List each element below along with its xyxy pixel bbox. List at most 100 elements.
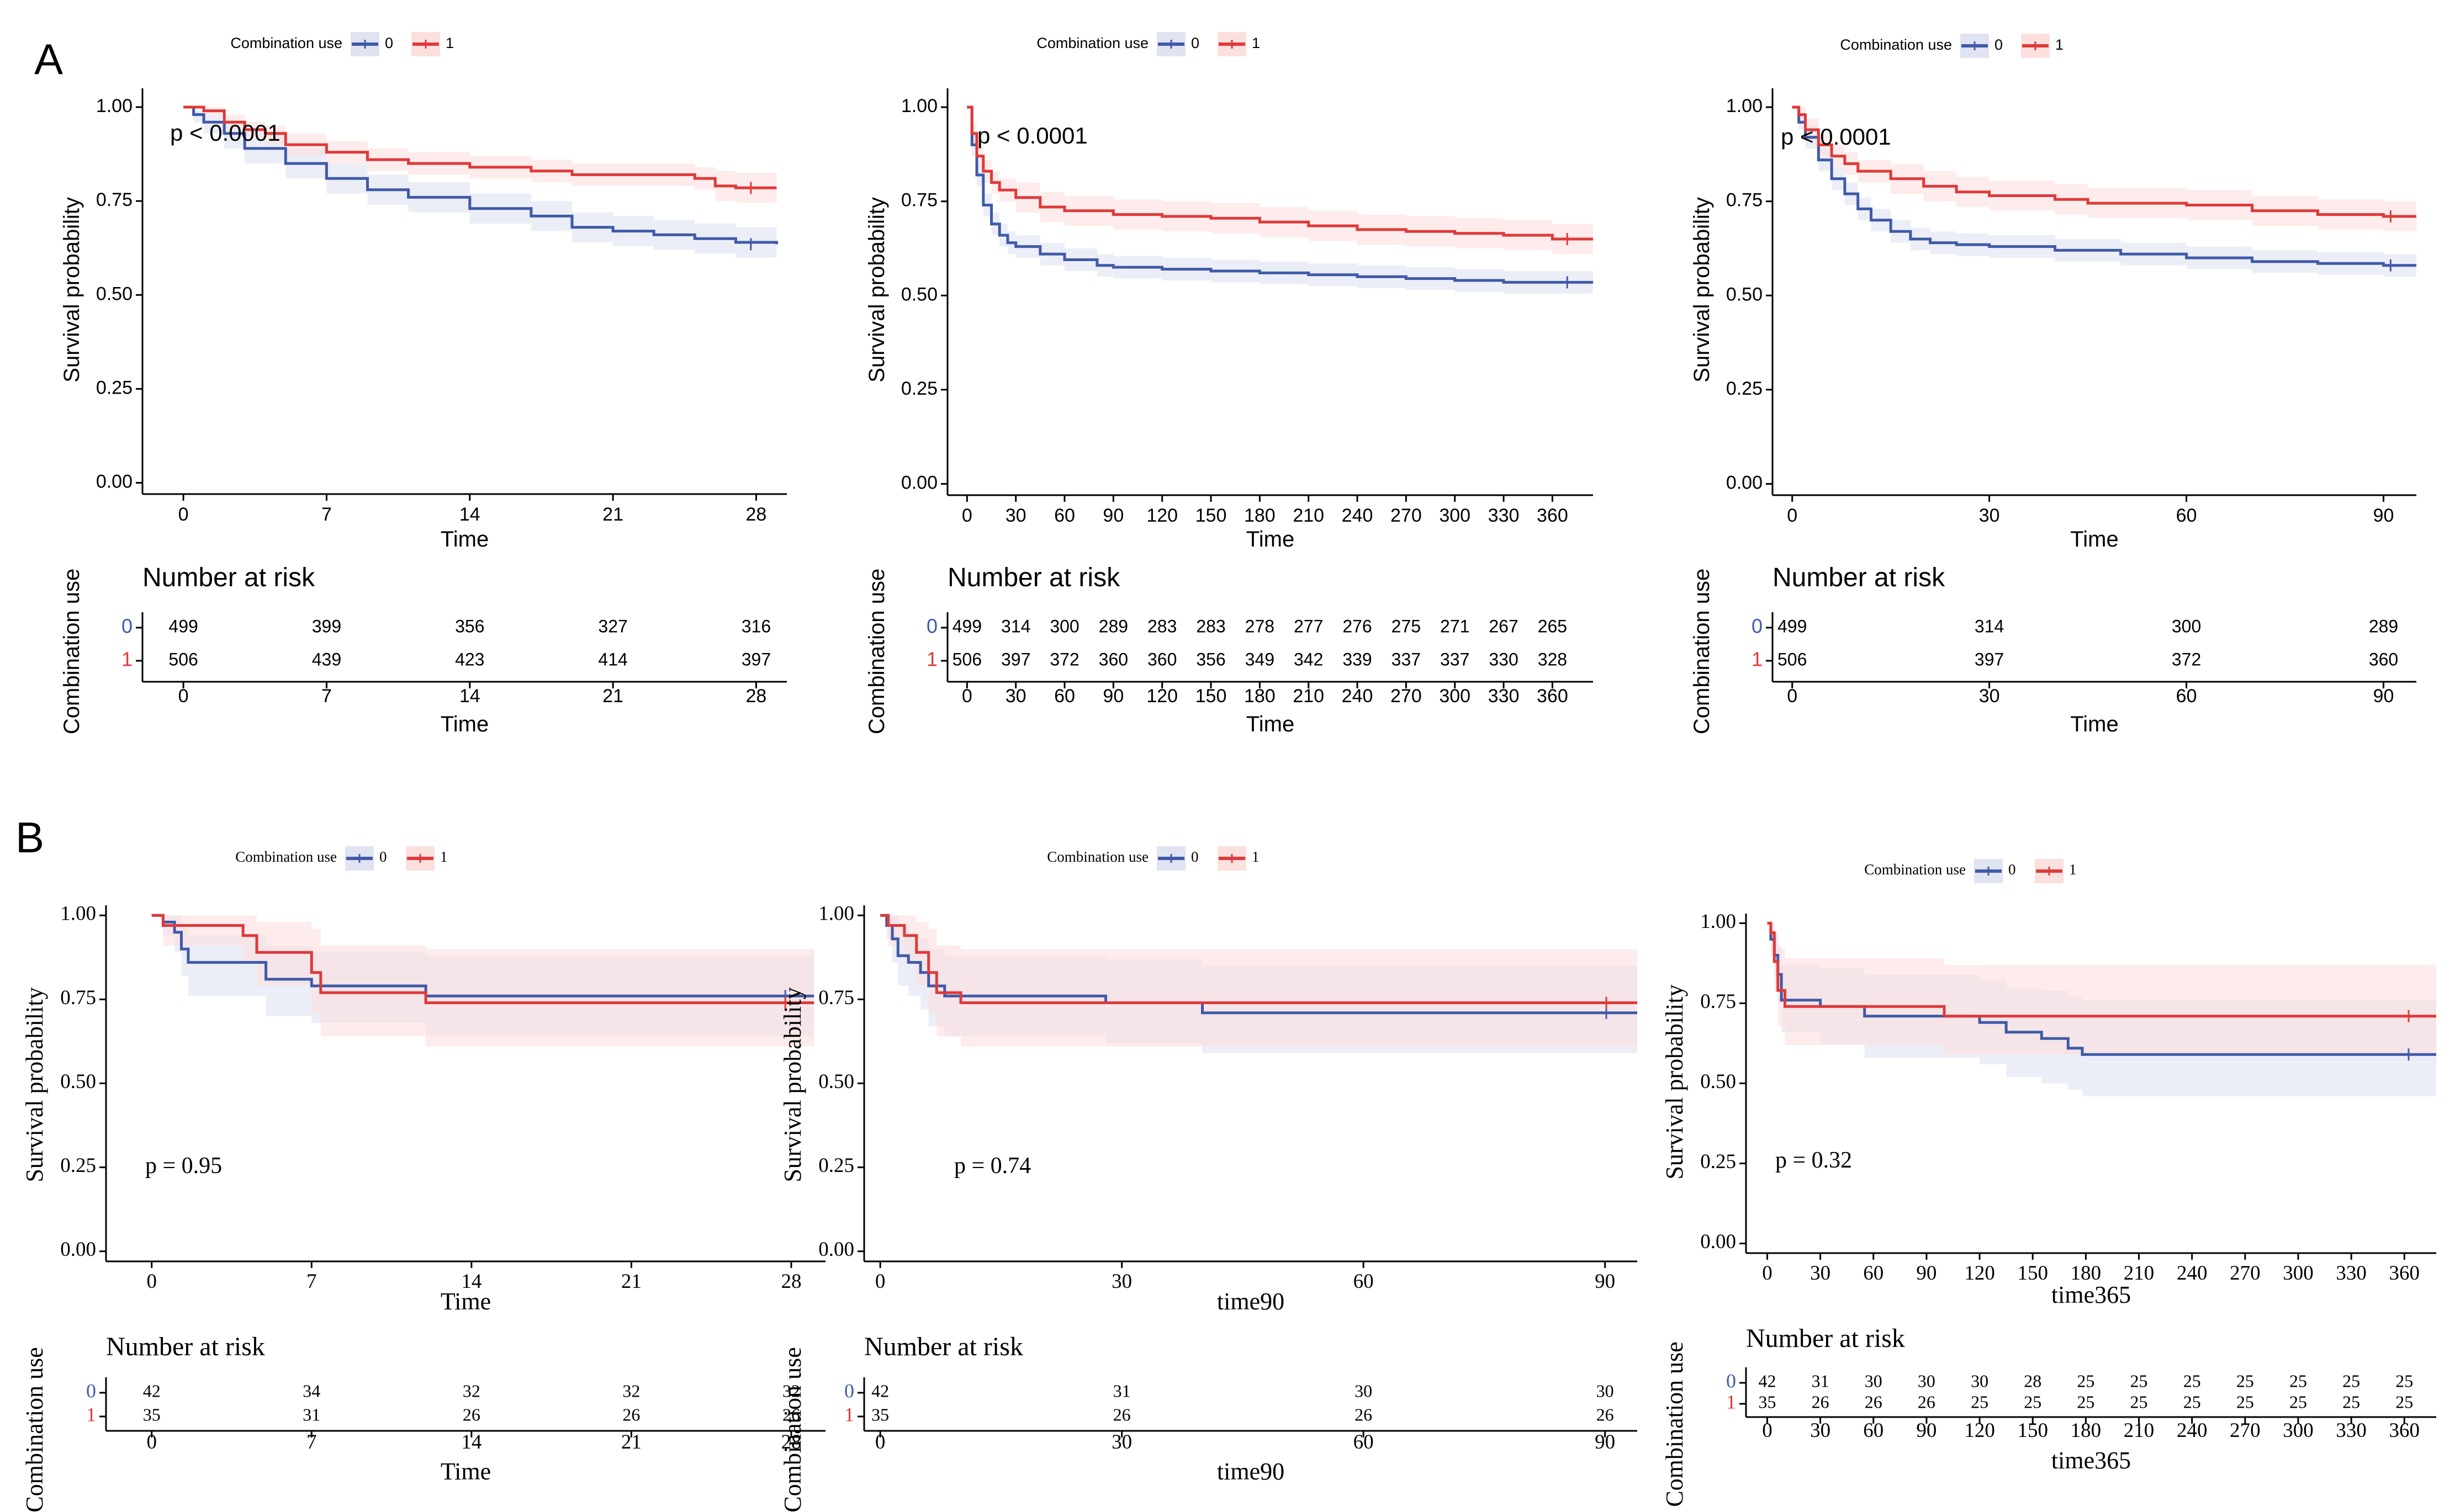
y-axis-title: Survival probability xyxy=(865,197,889,383)
x-tick-label: 360 xyxy=(2389,1262,2420,1285)
ci-band-1 xyxy=(1767,923,2436,1055)
y-tick-label: 0.25 xyxy=(818,1154,854,1177)
risk-count: 26 xyxy=(1355,1404,1372,1424)
risk-count: 42 xyxy=(143,1381,161,1400)
risk-count: 314 xyxy=(1001,616,1030,636)
y-tick-label: 1.00 xyxy=(60,903,96,925)
p-value: p = 0.74 xyxy=(954,1153,1031,1179)
x-tick-label: 28 xyxy=(781,1270,801,1293)
y-axis-title: Survival probability xyxy=(1661,984,1688,1179)
risk-x-tick-label: 90 xyxy=(1916,1419,1937,1442)
risk-count: 26 xyxy=(1918,1392,1935,1412)
y-tick-label: 0.00 xyxy=(1726,473,1763,494)
risk-count: 300 xyxy=(1050,616,1079,636)
y-tick-label: 0.75 xyxy=(818,986,854,1009)
panel-label-b: B xyxy=(15,813,45,862)
risk-count: 316 xyxy=(742,616,771,636)
risk-count: 277 xyxy=(1294,616,1323,636)
y-tick-label: 0.00 xyxy=(818,1238,854,1261)
risk-count: 267 xyxy=(1489,616,1518,636)
risk-count: 30 xyxy=(1355,1381,1372,1400)
legend-label-1: 1 xyxy=(2069,861,2077,878)
legend-label-1: 1 xyxy=(440,848,448,865)
survival-line-0 xyxy=(967,105,1593,284)
risk-count: 399 xyxy=(312,616,341,636)
risk-group-label-1: 1 xyxy=(844,1403,854,1425)
survival-line-0 xyxy=(151,914,814,998)
risk-x-tick-label: 21 xyxy=(602,686,623,707)
risk-count: 349 xyxy=(1245,649,1274,669)
risk-count: 372 xyxy=(2172,649,2201,669)
risk-count: 423 xyxy=(455,649,484,669)
p-value: p < 0.0001 xyxy=(170,120,281,146)
chart-A3: Combination use 0 1 0.00 0.25 0.50 0.75 1.00 0 30… xyxy=(1690,34,2416,736)
survival-line-1 xyxy=(151,914,814,1004)
risk-count: 506 xyxy=(1777,649,1807,669)
x-tick-label: 60 xyxy=(1863,1262,1883,1285)
y-axis-title: Survival probability xyxy=(1690,197,1714,383)
risk-group-label-0: 0 xyxy=(86,1380,96,1402)
panel-label-a: A xyxy=(34,35,64,83)
risk-count: 397 xyxy=(742,649,771,669)
risk-count: 289 xyxy=(2369,616,2398,636)
legend-title: Combination use xyxy=(1036,35,1149,51)
y-tick-label: 1.00 xyxy=(1726,96,1763,116)
ci-band-1 xyxy=(183,107,777,203)
x-axis-title: Time xyxy=(441,527,489,551)
legend-title: Combination use xyxy=(230,35,342,51)
x-tick-label: 0 xyxy=(178,504,189,525)
risk-count: 32 xyxy=(622,1381,640,1400)
x-tick-label: 60 xyxy=(1353,1270,1374,1293)
risk-count: 30 xyxy=(1865,1371,1882,1391)
risk-count: 328 xyxy=(1538,649,1567,669)
risk-x-tick-label: 14 xyxy=(461,1431,482,1453)
x-tick-label: 0 xyxy=(1762,1262,1773,1285)
risk-group-label-1: 1 xyxy=(1726,1391,1736,1413)
risk-table-xlabel: Time xyxy=(2070,712,2118,736)
risk-table-title: Number at risk xyxy=(1746,1324,1905,1353)
risk-count: 32 xyxy=(782,1381,800,1400)
risk-x-tick-label: 150 xyxy=(2017,1419,2048,1442)
risk-count: 25 xyxy=(2289,1371,2307,1391)
risk-x-tick-label: 300 xyxy=(1439,686,1470,707)
risk-count: 275 xyxy=(1391,616,1421,636)
risk-x-tick-label: 0 xyxy=(875,1431,886,1453)
risk-count: 276 xyxy=(1342,616,1372,636)
risk-count: 271 xyxy=(1440,616,1469,636)
risk-count: 26 xyxy=(622,1404,640,1424)
risk-x-tick-label: 360 xyxy=(1537,686,1568,707)
risk-x-tick-label: 28 xyxy=(781,1431,801,1453)
ci-band-0 xyxy=(967,107,1593,294)
risk-count: 25 xyxy=(2236,1371,2254,1391)
risk-x-tick-label: 270 xyxy=(2230,1419,2261,1442)
risk-x-tick-label: 210 xyxy=(1293,686,1324,707)
y-tick-label: 0.00 xyxy=(60,1238,96,1261)
legend-label-0: 0 xyxy=(2008,861,2016,878)
legend-label-0: 0 xyxy=(379,848,387,865)
ci-band-1 xyxy=(880,915,1637,1047)
risk-group-label-0: 0 xyxy=(1726,1370,1736,1392)
risk-count: 26 xyxy=(1596,1404,1614,1424)
risk-group-label-1: 1 xyxy=(121,648,133,671)
p-value: p = 0.32 xyxy=(1775,1148,1852,1173)
risk-x-tick-label: 90 xyxy=(1103,686,1124,707)
survival-line-1 xyxy=(880,914,1637,1004)
risk-x-tick-label: 330 xyxy=(1488,686,1520,707)
y-tick-label: 0.25 xyxy=(96,377,133,398)
risk-count: 25 xyxy=(2130,1392,2148,1412)
risk-count: 289 xyxy=(1099,616,1128,636)
risk-count: 397 xyxy=(1975,649,2004,669)
x-tick-label: 210 xyxy=(2124,1262,2155,1285)
risk-count: 30 xyxy=(1971,1371,1988,1391)
y-tick-label: 0.00 xyxy=(1700,1230,1736,1253)
x-tick-label: 0 xyxy=(1787,505,1797,526)
risk-x-tick-label: 30 xyxy=(1112,1431,1132,1453)
legend-label-0: 0 xyxy=(1191,848,1199,865)
risk-count: 35 xyxy=(1758,1392,1776,1412)
risk-table-ylabel: Combination use xyxy=(1661,1341,1688,1506)
risk-x-tick-label: 210 xyxy=(2124,1419,2155,1442)
risk-table-ylabel: Combination use xyxy=(865,569,889,734)
survival-line-0 xyxy=(183,105,778,245)
